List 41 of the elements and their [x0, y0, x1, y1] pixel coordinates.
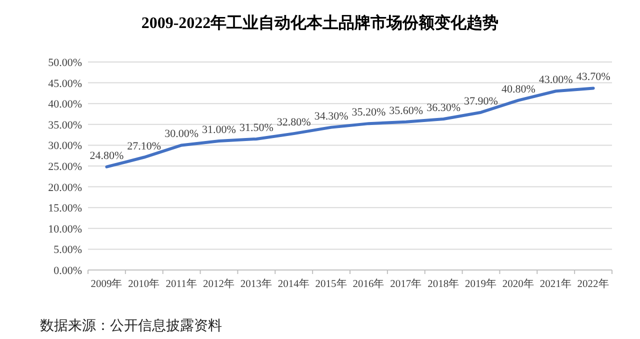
data-label: 27.10%: [127, 140, 162, 152]
ytick: 50.00%: [48, 57, 82, 69]
xtick: 2014年: [278, 279, 310, 290]
ytick: 45.00%: [48, 78, 82, 90]
xtick: 2017年: [390, 279, 422, 290]
xtick: 2013年: [240, 279, 272, 290]
data-label: 34.30%: [314, 110, 348, 122]
xtick: 2015年: [315, 279, 348, 290]
xtick: 2010年: [128, 279, 160, 290]
xtick: 2019年: [465, 279, 497, 290]
data-label: 24.80%: [90, 150, 124, 162]
ytick: 25.00%: [48, 161, 82, 173]
xtick: 2020年: [502, 279, 534, 290]
ytick: 30.00%: [48, 140, 82, 152]
ytick: 5.00%: [54, 244, 82, 256]
data-label: 31.50%: [239, 122, 274, 134]
data-label: 35.20%: [352, 106, 386, 119]
data-label: 31.00%: [202, 124, 236, 136]
annotation: 数据来源：公开信息披露资料: [40, 318, 222, 334]
ytick: 15.00%: [48, 202, 82, 215]
xtick: 2012年: [203, 279, 235, 290]
xtick: 2022年: [577, 279, 610, 290]
data-label: 43.70%: [576, 71, 610, 84]
title: 2009-2022年工业自动化本土品牌市场份额变化趋势: [141, 15, 499, 32]
data-label: 35.60%: [389, 104, 424, 117]
ytick: 40.00%: [48, 98, 82, 111]
ytick: 20.00%: [48, 182, 82, 194]
data-label: 36.30%: [426, 102, 461, 114]
data-label: 37.90%: [464, 95, 498, 108]
data-label: 40.80%: [501, 83, 536, 96]
xtick: 2021年: [540, 279, 572, 290]
data-label: 43.00%: [538, 74, 573, 86]
xtick: 2009年: [90, 279, 123, 290]
xtick: 2018年: [428, 279, 460, 290]
xtick: 2011年: [166, 279, 198, 290]
xtick: 2016年: [352, 279, 385, 290]
ytick: 0.00%: [54, 265, 82, 277]
ytick: 35.00%: [48, 119, 82, 132]
data-label: 30.00%: [164, 128, 199, 140]
ytick: 10.00%: [48, 223, 82, 236]
data-label: 32.80%: [276, 116, 311, 129]
